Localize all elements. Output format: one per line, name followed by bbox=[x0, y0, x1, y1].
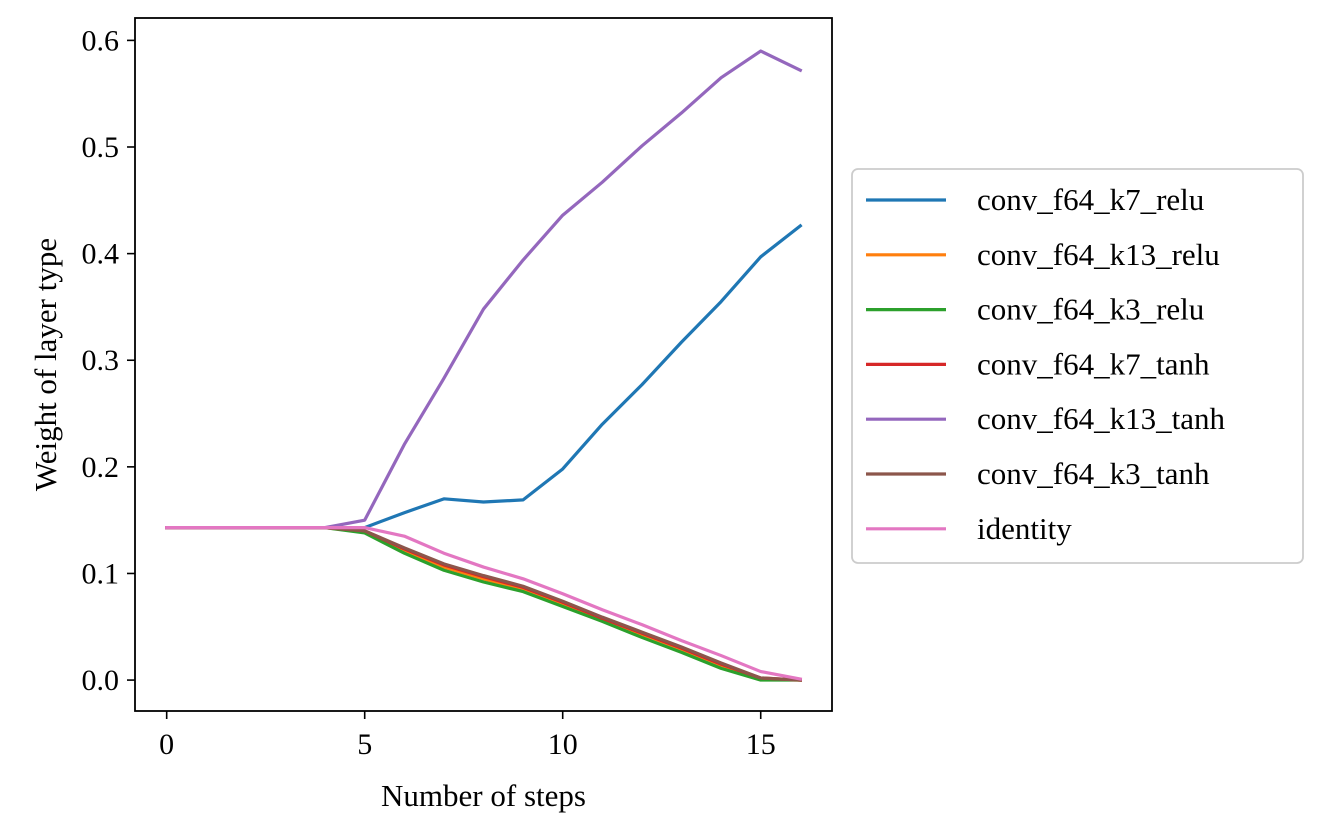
legend-entry-label: identity bbox=[977, 511, 1072, 546]
series-line-conv-f64-k3-tanh bbox=[165, 526, 803, 682]
x-tick-label: 15 bbox=[746, 728, 776, 761]
legend-entry-label: conv_f64_k13_relu bbox=[977, 237, 1220, 272]
series-line-conv-f64-k13-tanh bbox=[165, 49, 803, 530]
legend-box bbox=[851, 168, 1304, 564]
plot-area-frame bbox=[134, 17, 833, 712]
y-tick-label: 0.5 bbox=[82, 131, 120, 164]
x-axis-label: Number of steps bbox=[381, 778, 586, 813]
series-line-identity bbox=[165, 526, 803, 681]
legend-entry-label: conv_f64_k7_relu bbox=[977, 182, 1204, 217]
legend: conv_f64_k7_relu conv_f64_k13_relu conv_f6… bbox=[851, 168, 1304, 564]
x-axis: 0 5 10 15 bbox=[159, 711, 776, 761]
legend-entry-label: conv_f64_k3_tanh bbox=[977, 456, 1210, 491]
y-tick-label: 0.6 bbox=[82, 24, 120, 57]
series-line-conv-f64-k7-relu bbox=[165, 223, 803, 530]
series-lines bbox=[165, 49, 803, 682]
legend-entry-label: conv_f64_k7_tanh bbox=[977, 346, 1210, 381]
y-tick-label: 0.2 bbox=[82, 451, 120, 484]
y-tick-label: 0.3 bbox=[82, 344, 120, 377]
x-tick-label: 10 bbox=[548, 728, 578, 761]
y-tick-label: 0.1 bbox=[82, 557, 120, 590]
legend-entry-label: conv_f64_k3_relu bbox=[977, 292, 1204, 327]
y-tick-label: 0.0 bbox=[82, 664, 120, 697]
y-tick-label: 0.4 bbox=[82, 238, 120, 271]
x-tick-label: 5 bbox=[357, 728, 372, 761]
legend-entry-label: conv_f64_k13_tanh bbox=[977, 401, 1225, 436]
x-tick-label: 0 bbox=[159, 728, 174, 761]
y-axis: 0.0 0.1 0.2 0.3 0.4 0.5 0.6 bbox=[82, 24, 135, 697]
y-axis-label: Weight of layer type bbox=[28, 238, 63, 491]
